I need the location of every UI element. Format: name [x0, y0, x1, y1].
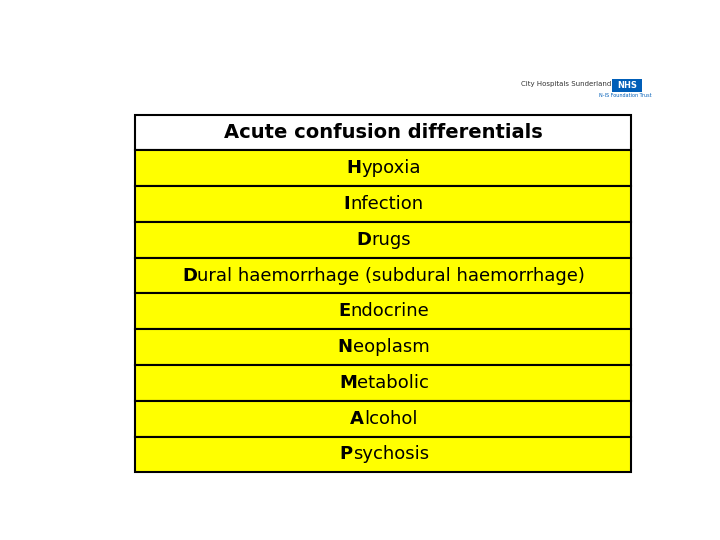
Text: nfection: nfection [351, 195, 423, 213]
Bar [612, 79, 642, 92]
Text: N-IS Foundation Trust: N-IS Foundation Trust [599, 93, 652, 98]
Bar [135, 222, 631, 258]
Text: etabolic: etabolic [357, 374, 429, 392]
Text: D: D [182, 267, 197, 285]
Text: Acute confusion differentials: Acute confusion differentials [224, 123, 542, 142]
Text: P: P [340, 446, 353, 463]
Text: NHS: NHS [617, 81, 637, 90]
Text: eoplasm: eoplasm [353, 338, 430, 356]
Bar [135, 151, 631, 186]
Bar [135, 114, 631, 151]
Text: H: H [346, 159, 361, 177]
Bar [135, 293, 631, 329]
Text: City Hospitals Sunderland: City Hospitals Sunderland [521, 80, 612, 86]
Bar [135, 258, 631, 293]
Text: ndocrine: ndocrine [350, 302, 429, 320]
Text: I: I [343, 195, 351, 213]
Text: N: N [338, 338, 353, 356]
Bar [135, 186, 631, 222]
Text: A: A [350, 410, 364, 428]
Text: rugs: rugs [372, 231, 411, 249]
Bar [135, 401, 631, 436]
Text: sychosis: sychosis [353, 446, 429, 463]
Text: D: D [356, 231, 372, 249]
Text: ypoxia: ypoxia [361, 159, 421, 177]
Text: M: M [339, 374, 357, 392]
Bar [135, 365, 631, 401]
Bar [135, 329, 631, 365]
Text: ural haemorrhage (subdural haemorrhage): ural haemorrhage (subdural haemorrhage) [197, 267, 585, 285]
Bar [135, 436, 631, 472]
Text: lcohol: lcohol [364, 410, 418, 428]
Text: E: E [338, 302, 350, 320]
